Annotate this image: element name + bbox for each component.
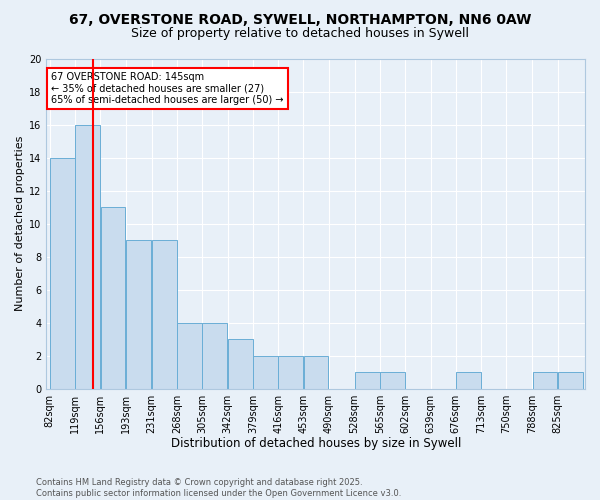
Bar	[304, 356, 328, 388]
Text: 67, OVERSTONE ROAD, SYWELL, NORTHAMPTON, NN6 0AW: 67, OVERSTONE ROAD, SYWELL, NORTHAMPTON,…	[69, 12, 531, 26]
Bar	[253, 356, 278, 388]
Y-axis label: Number of detached properties: Number of detached properties	[15, 136, 25, 312]
Text: Contains HM Land Registry data © Crown copyright and database right 2025.
Contai: Contains HM Land Registry data © Crown c…	[36, 478, 401, 498]
Bar	[202, 322, 227, 388]
Bar	[50, 158, 75, 388]
X-axis label: Distribution of detached houses by size in Sywell: Distribution of detached houses by size …	[170, 437, 461, 450]
Bar	[177, 322, 202, 388]
Text: 67 OVERSTONE ROAD: 145sqm
← 35% of detached houses are smaller (27)
65% of semi-: 67 OVERSTONE ROAD: 145sqm ← 35% of detac…	[51, 72, 284, 106]
Bar	[126, 240, 151, 388]
Bar	[76, 125, 100, 388]
Bar	[380, 372, 405, 388]
Bar	[558, 372, 583, 388]
Bar	[533, 372, 557, 388]
Text: Size of property relative to detached houses in Sywell: Size of property relative to detached ho…	[131, 28, 469, 40]
Bar	[152, 240, 176, 388]
Bar	[278, 356, 303, 388]
Bar	[355, 372, 380, 388]
Bar	[101, 208, 125, 388]
Bar	[228, 339, 253, 388]
Bar	[456, 372, 481, 388]
